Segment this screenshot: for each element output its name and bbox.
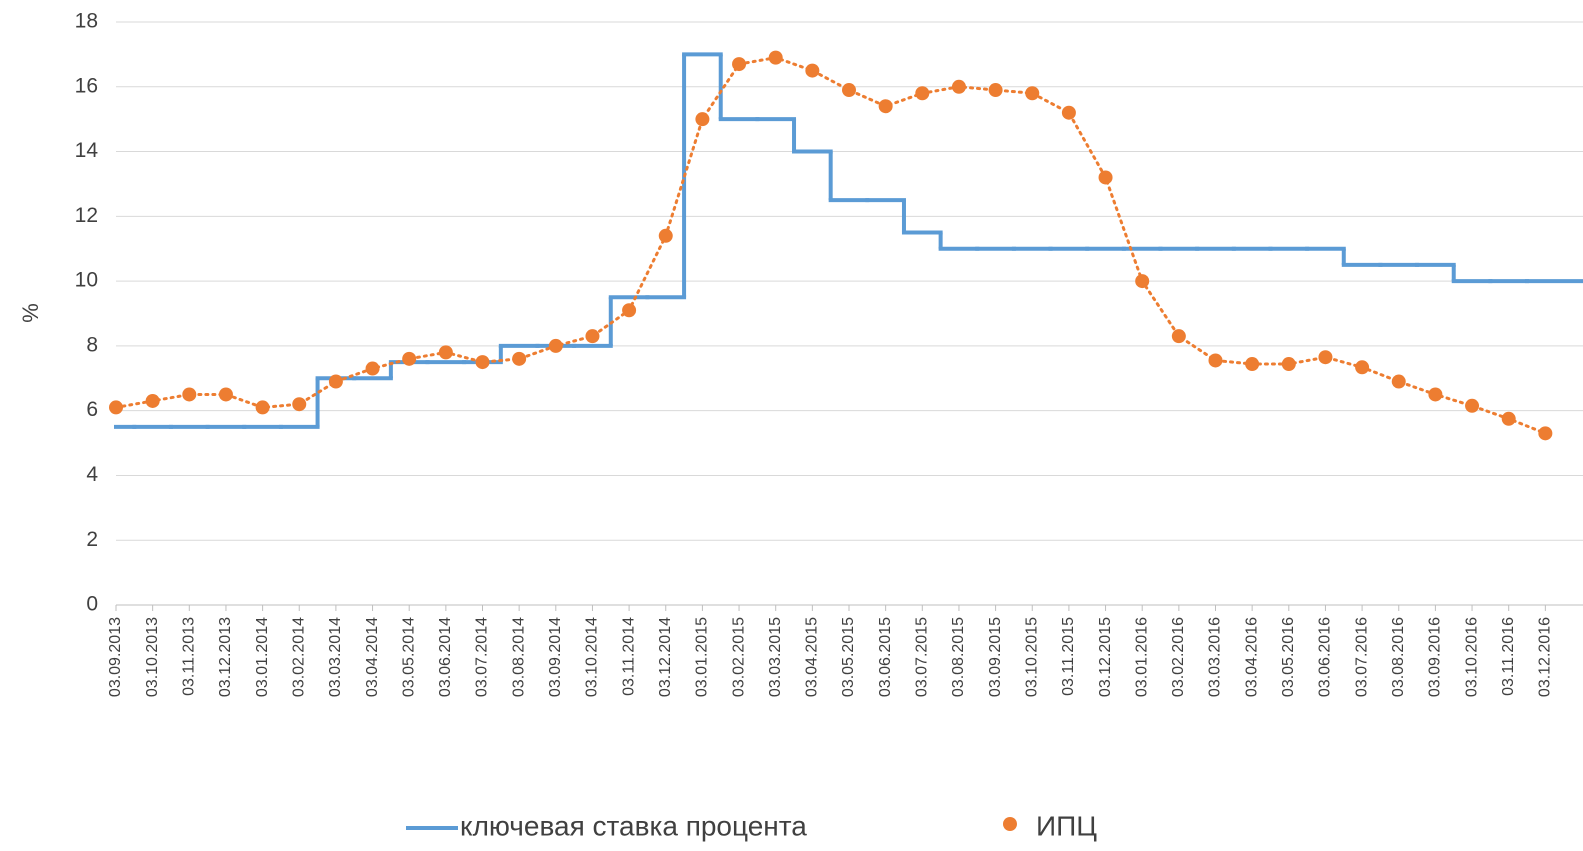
y-tick-label: 0	[86, 593, 98, 616]
x-tick-label: 03.12.2014	[657, 617, 674, 697]
x-tick-label: 03.12.2015	[1097, 617, 1114, 697]
x-tick-label: 03.10.2014	[584, 617, 601, 697]
x-tick-label: 03.06.2015	[877, 617, 894, 697]
x-tick-label: 03.03.2014	[327, 617, 344, 697]
marker	[658, 228, 673, 243]
x-tick-label: 03.10.2013	[144, 617, 161, 697]
marker	[365, 361, 380, 376]
series-line	[114, 56, 1547, 435]
x-tick-label: 03.05.2014	[400, 617, 417, 697]
marker	[1428, 387, 1443, 402]
x-tick-label: 03.10.2015	[1023, 617, 1040, 697]
y-tick-label: 4	[86, 463, 98, 486]
x-tick-label: 03.04.2016	[1243, 617, 1260, 697]
marker	[438, 345, 453, 360]
x-tick-label: 03.02.2014	[290, 617, 307, 697]
y-tick-label: 6	[86, 398, 98, 421]
x-tick-label: 03.03.2015	[767, 617, 784, 697]
marker	[1391, 374, 1406, 389]
legend-swatch	[1003, 817, 1017, 831]
legend-label: ИПЦ	[1036, 810, 1097, 841]
y-tick-label: 18	[75, 10, 98, 33]
x-tick-label: 03.08.2016	[1390, 617, 1407, 697]
marker	[1098, 170, 1113, 185]
y-axis-label: %	[18, 303, 43, 323]
marker	[1465, 398, 1480, 413]
marker	[695, 112, 710, 127]
x-tick-label: 03.10.2016	[1463, 617, 1480, 697]
x-tick-label: 03.09.2016	[1427, 617, 1444, 697]
marker	[402, 351, 417, 366]
x-tick-label: 03.06.2014	[437, 617, 454, 697]
x-tick-label: 03.07.2014	[474, 617, 491, 697]
x-tick-label: 03.01.2016	[1133, 617, 1150, 697]
x-tick-label: 03.03.2016	[1207, 617, 1224, 697]
marker	[805, 63, 820, 78]
x-tick-label: 03.08.2015	[950, 617, 967, 697]
marker	[878, 99, 893, 114]
marker	[1061, 105, 1076, 120]
marker	[109, 400, 123, 415]
marker	[842, 83, 856, 98]
x-tick-label: 03.11.2013	[181, 617, 198, 696]
marker	[915, 86, 930, 101]
marker	[732, 57, 747, 72]
marker	[1135, 274, 1150, 289]
x-tick-label: 03.06.2016	[1317, 617, 1334, 697]
marker	[1538, 426, 1553, 441]
marker	[1208, 353, 1223, 368]
y-tick-label: 10	[75, 269, 98, 292]
marker	[548, 338, 563, 353]
x-tick-label: 03.07.2015	[914, 617, 931, 697]
marker	[622, 303, 637, 318]
marker	[585, 329, 600, 344]
y-tick-label: 2	[86, 528, 98, 551]
y-tick-label: 16	[75, 74, 98, 97]
marker	[1025, 86, 1040, 101]
x-tick-label: 03.04.2015	[804, 617, 821, 697]
marker	[145, 393, 160, 408]
marker	[988, 83, 1003, 98]
marker	[1171, 329, 1186, 344]
marker	[292, 397, 307, 412]
x-tick-label: 03.01.2014	[254, 617, 271, 697]
marker	[1245, 357, 1260, 372]
x-tick-label: 03.09.2014	[547, 617, 564, 697]
marker	[255, 400, 270, 415]
x-tick-label: 03.05.2015	[840, 617, 857, 697]
x-tick-label: 03.02.2016	[1170, 617, 1187, 697]
marker	[475, 355, 490, 370]
marker	[1281, 357, 1296, 372]
x-tick-label: 03.05.2016	[1280, 617, 1297, 697]
x-tick-label: 03.12.2016	[1537, 617, 1554, 697]
x-tick-label: 03.04.2014	[364, 617, 381, 697]
marker	[768, 50, 783, 65]
x-tick-label: 03.07.2016	[1353, 617, 1370, 697]
marker	[1318, 350, 1333, 365]
x-tick-label: 03.02.2015	[730, 617, 747, 697]
x-tick-label: 03.01.2015	[694, 617, 711, 697]
marker	[512, 351, 527, 366]
y-tick-label: 14	[75, 139, 99, 162]
x-tick-label: 03.09.2013	[107, 617, 124, 697]
marker	[328, 374, 343, 389]
x-tick-label: 03.12.2013	[217, 617, 234, 697]
marker	[1501, 411, 1516, 426]
marker	[951, 79, 966, 94]
x-tick-label: 03.08.2014	[510, 617, 527, 697]
y-tick-label: 8	[86, 333, 98, 356]
x-tick-label: 03.09.2015	[987, 617, 1004, 697]
marker	[182, 387, 197, 402]
x-tick-label: 03.11.2014	[620, 617, 637, 696]
x-tick-label: 03.11.2015	[1060, 617, 1077, 696]
y-tick-label: 12	[75, 204, 98, 227]
marker	[218, 387, 233, 402]
x-tick-label: 03.11.2016	[1500, 617, 1517, 696]
legend-label: ключевая ставка процента	[460, 810, 807, 841]
marker	[1355, 360, 1370, 375]
